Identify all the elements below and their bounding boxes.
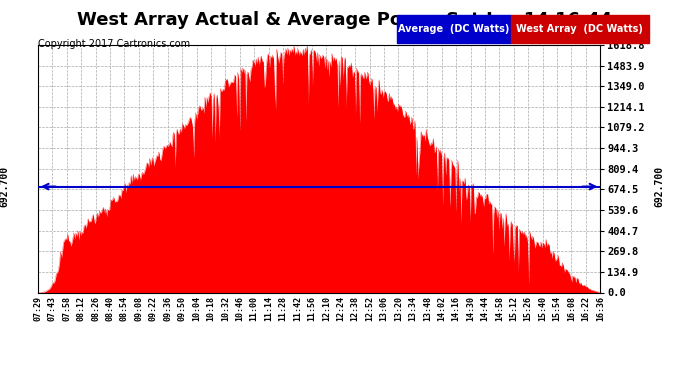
Text: 15:40: 15:40 — [538, 296, 547, 321]
Text: 11:00: 11:00 — [250, 296, 259, 321]
Text: 09:22: 09:22 — [149, 296, 158, 321]
Text: 10:04: 10:04 — [192, 296, 201, 321]
Text: 13:20: 13:20 — [394, 296, 403, 321]
Text: 10:46: 10:46 — [235, 296, 244, 321]
Text: 16:36: 16:36 — [595, 296, 605, 321]
Text: 15:26: 15:26 — [524, 296, 533, 321]
Text: 15:54: 15:54 — [553, 296, 562, 321]
Text: 14:16: 14:16 — [452, 296, 461, 321]
Text: 16:22: 16:22 — [582, 296, 591, 321]
Text: 07:58: 07:58 — [62, 296, 71, 321]
Text: 12:38: 12:38 — [351, 296, 359, 321]
Text: 11:28: 11:28 — [279, 296, 288, 321]
Text: 09:36: 09:36 — [164, 296, 172, 321]
Text: 14:02: 14:02 — [437, 296, 446, 321]
Text: 13:34: 13:34 — [408, 296, 417, 321]
Text: 11:42: 11:42 — [293, 296, 302, 321]
Text: 07:43: 07:43 — [48, 296, 57, 321]
Text: 692.700: 692.700 — [0, 166, 10, 207]
Text: West Array  (DC Watts): West Array (DC Watts) — [516, 24, 643, 34]
Text: 14:44: 14:44 — [480, 296, 489, 321]
Text: 09:50: 09:50 — [177, 296, 186, 321]
Text: 14:58: 14:58 — [495, 296, 504, 321]
Text: West Array Actual & Average Power Sat Jan 14 16:44: West Array Actual & Average Power Sat Ja… — [77, 11, 613, 29]
Text: 12:10: 12:10 — [322, 296, 331, 321]
Text: 08:26: 08:26 — [91, 296, 100, 321]
Text: 11:56: 11:56 — [308, 296, 317, 321]
Text: 12:52: 12:52 — [365, 296, 374, 321]
Text: 13:48: 13:48 — [423, 296, 432, 321]
Text: 14:30: 14:30 — [466, 296, 475, 321]
Text: 15:12: 15:12 — [509, 296, 518, 321]
Text: 07:29: 07:29 — [33, 296, 43, 321]
Text: 10:32: 10:32 — [221, 296, 230, 321]
Text: 12:24: 12:24 — [336, 296, 345, 321]
Text: 16:08: 16:08 — [567, 296, 576, 321]
Text: 09:08: 09:08 — [135, 296, 144, 321]
Text: 08:40: 08:40 — [106, 296, 115, 321]
Text: 692.700: 692.700 — [654, 166, 664, 207]
Text: 10:18: 10:18 — [206, 296, 215, 321]
Text: 13:06: 13:06 — [380, 296, 388, 321]
Text: 11:14: 11:14 — [264, 296, 273, 321]
Text: 08:12: 08:12 — [77, 296, 86, 321]
Text: 08:54: 08:54 — [120, 296, 129, 321]
Text: Average  (DC Watts): Average (DC Watts) — [398, 24, 509, 34]
Text: Copyright 2017 Cartronics.com: Copyright 2017 Cartronics.com — [38, 39, 190, 50]
